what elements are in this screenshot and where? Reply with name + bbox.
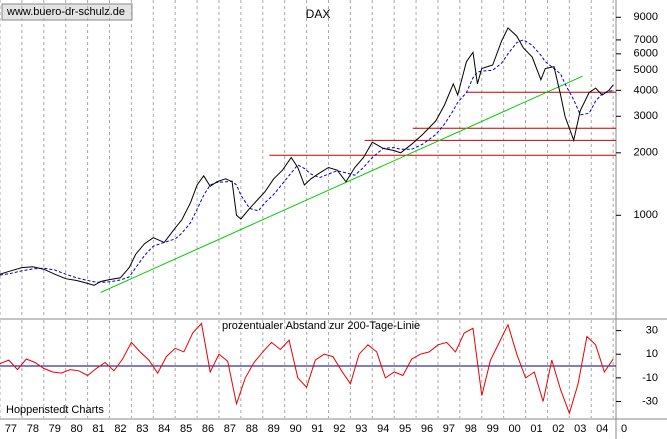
x-tick-label: 94 [377,423,389,435]
x-tick-label: 96 [421,423,433,435]
y-tick-label: 5000 [634,64,658,76]
y-tick-label: 7000 [634,34,658,46]
y-tick-label: 9000 [634,11,658,23]
chart-title: DAX [306,7,331,21]
x-tick-label: 95 [399,423,411,435]
y-tick-label: 30 [646,325,658,337]
x-tick-label: 90 [290,423,302,435]
y-tick-label: 3000 [634,110,658,122]
x-tick-label: 92 [333,423,345,435]
x-tick-label: 03 [574,423,586,435]
x-tick-label: 91 [311,423,323,435]
x-tick-label: 98 [465,423,477,435]
source: www.buero-dr-schulz.de [6,6,125,18]
x-tick-label: 83 [136,423,148,435]
x-tick-label: 81 [92,423,104,435]
trend-line [100,75,583,293]
x-tick-label: 89 [268,423,280,435]
x-tick-label: 84 [158,423,170,435]
y-tick-label: 6000 [634,48,658,60]
x-tick-label: 77 [5,423,17,435]
y-tick-label: 1000 [634,209,658,221]
x-tick-label: 0 [621,423,627,435]
x-tick-label: 00 [508,423,520,435]
x-tick-label: 82 [114,423,126,435]
y-tick-label: 4000 [634,84,658,96]
x-tick-label: 97 [443,423,455,435]
footer: Hoppenstedt Charts [6,404,104,416]
x-tick-label: 80 [71,423,83,435]
x-tick-label: 79 [49,423,61,435]
series-line [0,322,614,415]
x-tick-label: 86 [202,423,214,435]
series-line [0,27,614,286]
y-tick-label: 10 [646,348,658,360]
x-tick-label: 88 [246,423,258,435]
x-tick-label: 78 [27,423,39,435]
x-tick-label: 01 [530,423,542,435]
x-tick-label: 99 [487,423,499,435]
x-tick-label: 87 [224,423,236,435]
chart-subtitle: prozentualer Abstand zur 200-Tage-Linie [222,320,420,332]
y-tick-label: -30 [642,395,658,407]
y-tick-label: 2000 [634,147,658,159]
x-tick-label: 02 [552,423,564,435]
x-tick-label: 04 [596,423,608,435]
y-tick-label: -10 [642,372,658,384]
source-box [1,3,133,21]
x-tick-label: 85 [180,423,192,435]
x-tick-label: 93 [355,423,367,435]
